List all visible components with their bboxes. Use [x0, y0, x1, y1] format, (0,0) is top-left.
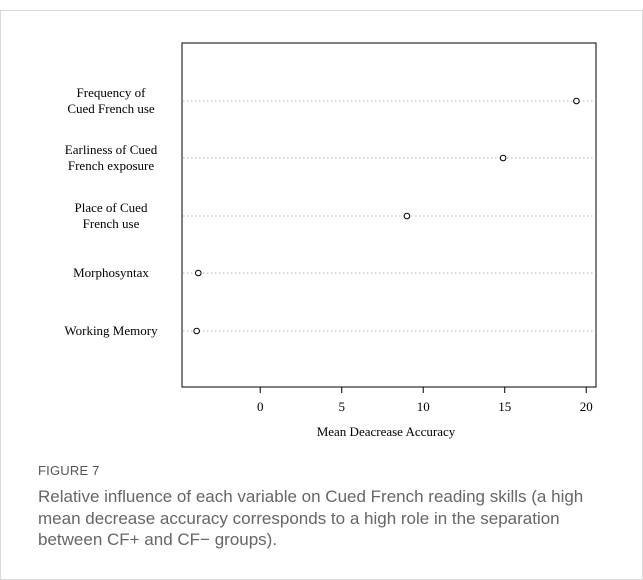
- data-point: [403, 212, 411, 220]
- y-category-label: Working Memory: [64, 323, 158, 338]
- y-category-label: Earliness of Cued: [65, 142, 158, 157]
- x-tick-label: 20: [580, 399, 593, 414]
- x-tick-label: 5: [338, 399, 345, 414]
- data-point: [193, 327, 200, 335]
- x-tick-label: 0: [257, 399, 264, 414]
- figure-caption: Relative influence of each variable on C…: [38, 487, 584, 549]
- x-axis-title: Mean Deacrease Accuracy: [317, 424, 456, 439]
- x-tick-label: 15: [498, 399, 511, 414]
- figure-label: FIGURE 7: [38, 463, 100, 478]
- figure-card: [0, 10, 643, 580]
- y-category-label: Morphosyntax: [73, 265, 149, 280]
- x-tick-label: 10: [417, 399, 430, 414]
- data-point: [573, 97, 580, 105]
- data-point: [499, 154, 507, 162]
- y-category-label: Cued French use: [67, 101, 155, 116]
- data-point: [194, 269, 202, 277]
- y-category-label: Place of Cued: [75, 200, 148, 215]
- y-category-label: French use: [83, 216, 140, 231]
- y-category-label: Frequency of: [77, 85, 147, 100]
- plot-frame: [181, 42, 597, 388]
- y-category-label: French exposure: [68, 158, 155, 173]
